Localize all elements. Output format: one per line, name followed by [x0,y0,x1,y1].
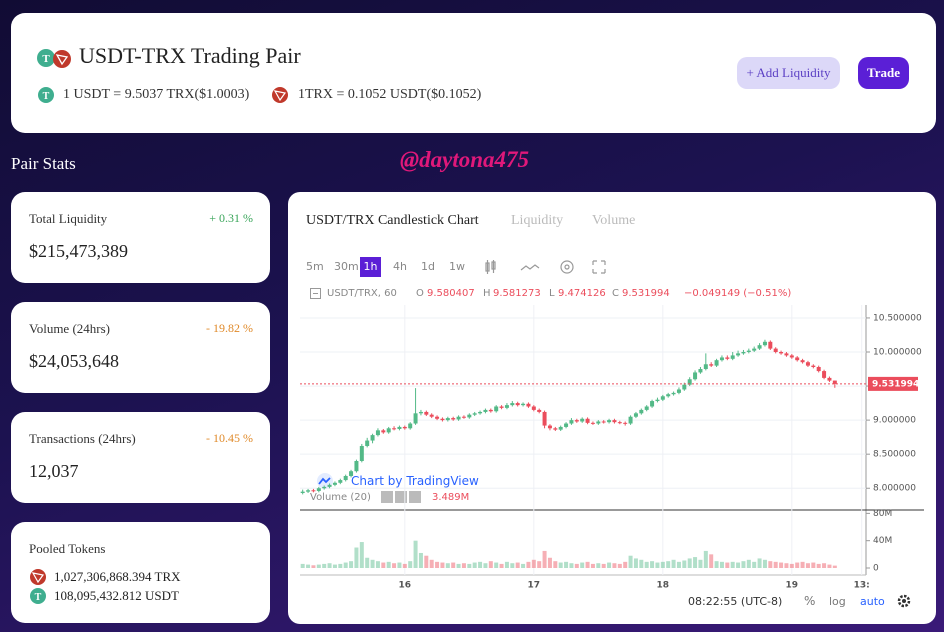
interval[interactable]: 1w [449,260,465,273]
stat-label: Total Liquidity [29,211,108,226]
usdt-icon: T [38,87,54,103]
trx-rate: 1TRX = 0.1052 USDT($0.1052) [298,87,482,102]
svg-text:T: T [42,53,50,65]
trade-button[interactable]: Trade [858,57,909,89]
pooled-card [11,522,270,623]
trx-icon [30,569,46,585]
ohlc-label: L [549,288,555,299]
ohlc-value: 9.580407 [427,288,475,299]
add-liquidity-button[interactable]: + Add Liquidity [737,57,840,89]
volume-title: Volume (20) [310,492,371,503]
svg-text:T: T [43,91,50,102]
interval[interactable]: 30m [334,260,359,273]
volume-icons[interactable] [381,491,427,503]
tab[interactable]: Liquidity [511,213,564,228]
percent-toggle[interactable]: % [804,594,816,608]
auto-toggle[interactable]: auto [860,595,885,608]
tradingview-credit[interactable]: Chart by TradingView [351,474,479,488]
ohlc-value: 9.474126 [558,288,606,299]
interval[interactable]: 4h [393,260,407,273]
stat-value: $24,053,648 [29,351,119,371]
interval[interactable]: 1d [421,260,435,273]
stat-value: $215,473,389 [29,241,128,261]
volume-value: 3.489M [432,492,470,503]
chart-panel [288,192,936,624]
tab[interactable]: Volume [592,213,636,228]
ohlc-label: H [483,288,491,299]
stat-card [11,192,270,283]
stat-label: Transactions (24hrs) [29,431,136,446]
pair-icons: T [37,49,71,68]
ohlc-value: 9.581273 [493,288,541,299]
trx-icon [272,87,288,103]
tab-active[interactable]: USDT/TRX Candlestick Chart [306,213,479,228]
stat-value: 12,037 [29,461,79,481]
stat-card [11,412,270,503]
interval-active[interactable]: 1h [360,257,381,277]
usdt-rate: 1 USDT = 9.5037 TRX($1.0003) [63,87,250,102]
pooled-trx: 1,027,306,868.394 TRX [54,569,181,584]
section-title: Pair Stats [11,154,76,173]
settings-icon[interactable] [896,593,912,609]
tv-logo [317,473,333,489]
toolbar-icons[interactable] [482,258,612,276]
stat-change: + 0.31 % [209,211,253,225]
collapse-icon[interactable] [310,288,322,300]
pooled-usdt: 108,095,432.812 USDT [54,588,179,603]
ohlc-value: 9.531994 [622,288,670,299]
pooled-label: Pooled Tokens [29,541,106,556]
watermark: @daytona475 [400,147,530,172]
interval[interactable]: 5m [306,260,324,273]
ohlc-label: O [416,288,424,299]
symbol: USDT/TRX, 60 [327,288,397,299]
svg-text:T: T [35,592,42,603]
pair-title: USDT-TRX Trading Pair [79,43,301,68]
usdt-icon: T [30,588,46,604]
log-toggle[interactable]: log [829,595,846,608]
price-change: −0.049149 (−0.51%) [684,288,792,299]
ohlc-label: C [612,288,619,299]
stat-change: - 19.82 % [206,321,253,335]
stat-change: - 10.45 % [206,431,253,445]
clock: 08:22:55 (UTC-8) [688,595,783,608]
stat-card [11,302,270,393]
stat-label: Volume (24hrs) [29,321,111,336]
